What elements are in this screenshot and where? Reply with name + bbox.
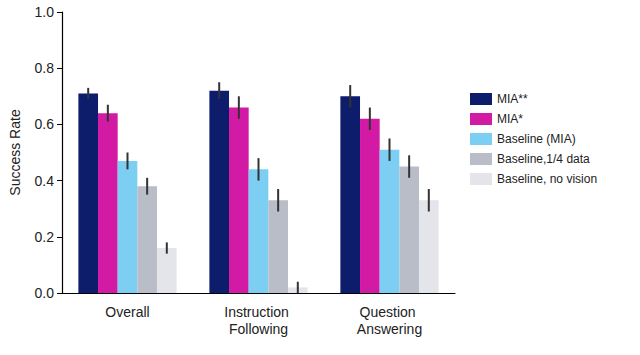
svg-text:Following: Following	[229, 321, 288, 337]
svg-text:1.0: 1.0	[35, 4, 55, 20]
svg-text:Baseline, no vision: Baseline, no vision	[497, 172, 597, 186]
svg-text:Question: Question	[360, 304, 420, 320]
svg-text:0.0: 0.0	[35, 285, 55, 301]
svg-text:Answering: Answering	[357, 321, 422, 337]
svg-text:Baseline (MIA): Baseline (MIA)	[497, 132, 576, 146]
svg-text:Success Rate: Success Rate	[7, 109, 23, 196]
svg-text:MIA*: MIA*	[497, 112, 523, 126]
svg-text:MIA**: MIA**	[497, 92, 528, 106]
svg-text:0.4: 0.4	[35, 173, 55, 189]
svg-text:Overall: Overall	[105, 304, 149, 320]
svg-text:0.6: 0.6	[35, 116, 55, 132]
svg-text:0.8: 0.8	[35, 60, 55, 76]
svg-text:Instruction: Instruction	[224, 304, 292, 320]
svg-text:0.2: 0.2	[35, 229, 55, 245]
svg-text:Baseline,1/4 data: Baseline,1/4 data	[497, 152, 590, 166]
